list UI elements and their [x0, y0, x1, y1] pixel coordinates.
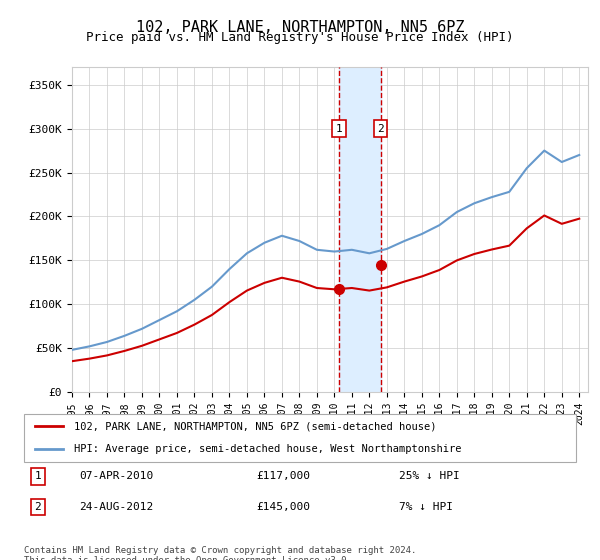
Text: 102, PARK LANE, NORTHAMPTON, NN5 6PZ: 102, PARK LANE, NORTHAMPTON, NN5 6PZ [136, 20, 464, 35]
Text: 24-AUG-2012: 24-AUG-2012 [79, 502, 154, 512]
Text: £117,000: £117,000 [256, 471, 310, 481]
Text: 1: 1 [34, 471, 41, 481]
Text: 07-APR-2010: 07-APR-2010 [79, 471, 154, 481]
Text: HPI: Average price, semi-detached house, West Northamptonshire: HPI: Average price, semi-detached house,… [74, 444, 461, 454]
Text: Price paid vs. HM Land Registry's House Price Index (HPI): Price paid vs. HM Land Registry's House … [86, 31, 514, 44]
Text: 7% ↓ HPI: 7% ↓ HPI [400, 502, 454, 512]
FancyBboxPatch shape [24, 414, 576, 462]
Bar [339, 67, 381, 392]
Text: 1: 1 [336, 124, 343, 134]
Text: Contains HM Land Registry data © Crown copyright and database right 2024.
This d: Contains HM Land Registry data © Crown c… [24, 546, 416, 560]
Text: 102, PARK LANE, NORTHAMPTON, NN5 6PZ (semi-detached house): 102, PARK LANE, NORTHAMPTON, NN5 6PZ (se… [74, 421, 436, 431]
Text: £145,000: £145,000 [256, 502, 310, 512]
Text: 25% ↓ HPI: 25% ↓ HPI [400, 471, 460, 481]
Text: 2: 2 [34, 502, 41, 512]
Text: 2: 2 [377, 124, 384, 134]
